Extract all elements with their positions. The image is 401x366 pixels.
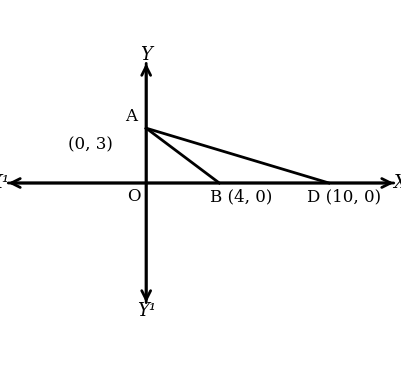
Text: Y: Y <box>140 46 152 64</box>
Text: (0, 3): (0, 3) <box>68 137 113 153</box>
Text: A: A <box>125 108 137 126</box>
Text: O: O <box>127 188 140 205</box>
Text: X¹: X¹ <box>0 174 9 192</box>
Text: B (4, 0): B (4, 0) <box>210 188 272 205</box>
Text: D (10, 0): D (10, 0) <box>306 188 380 205</box>
Text: Y¹: Y¹ <box>136 302 155 320</box>
Text: X: X <box>392 174 401 192</box>
